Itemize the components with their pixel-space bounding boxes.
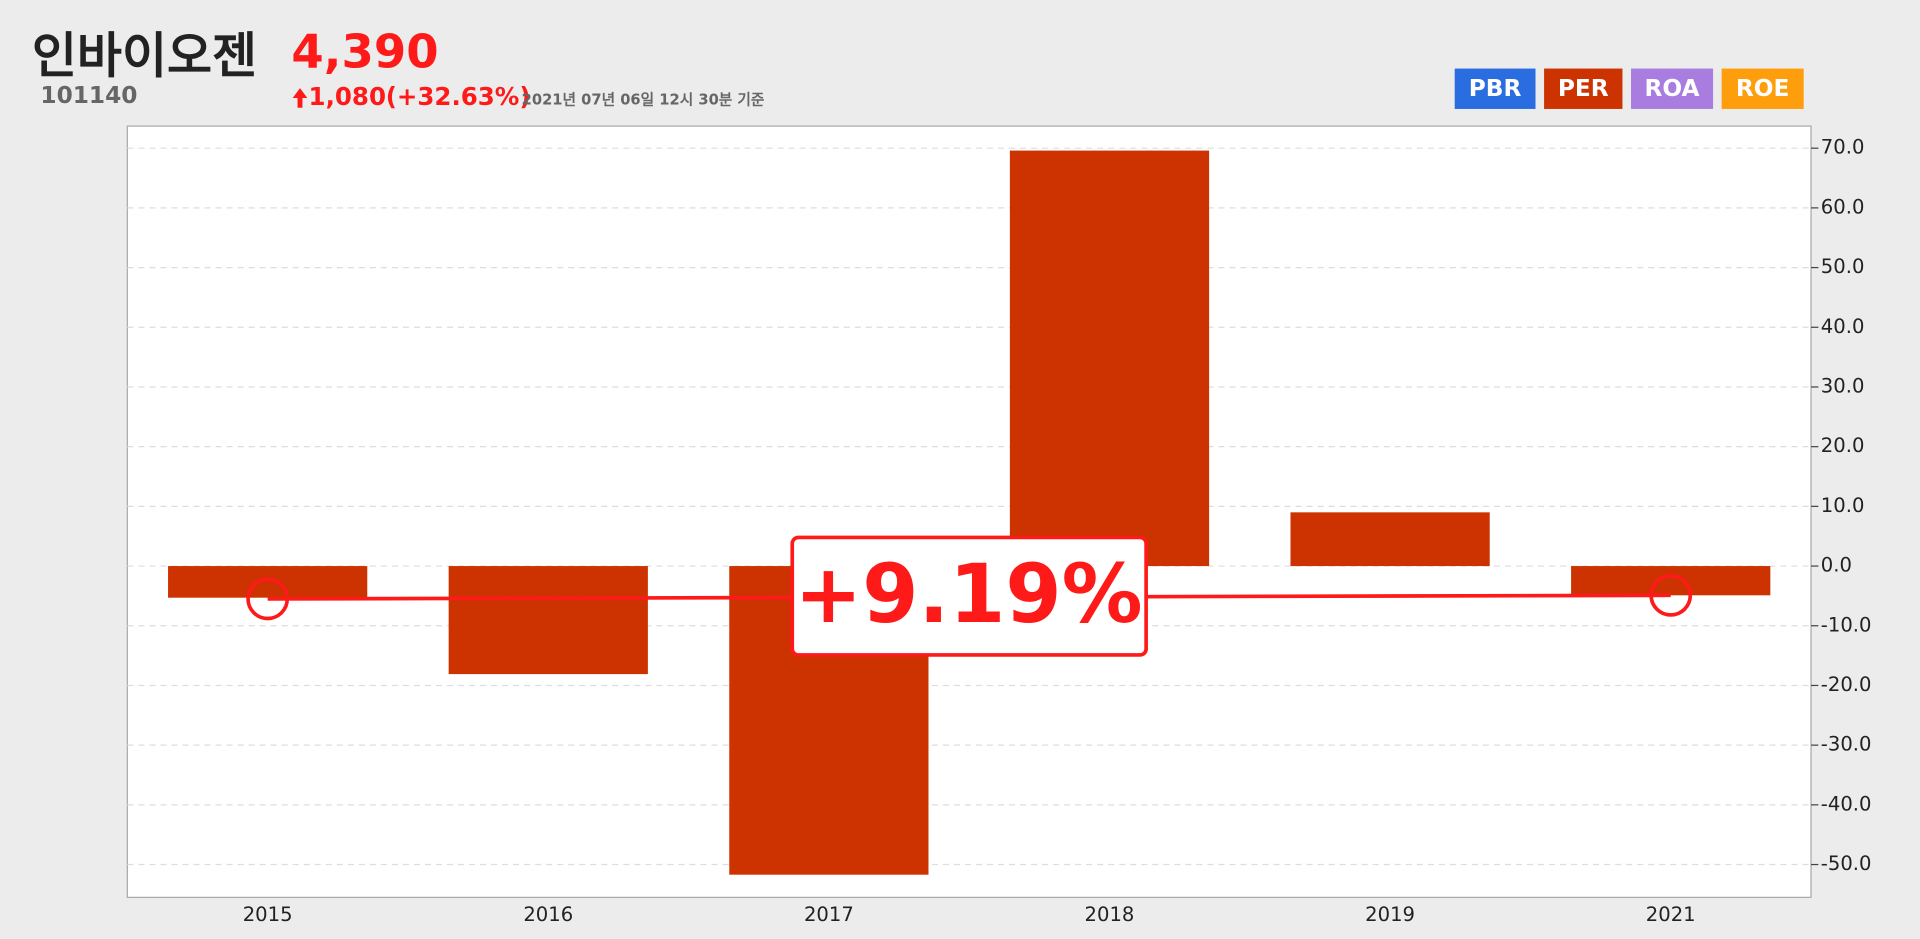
y-tick-label: 70.0	[1821, 136, 1865, 159]
y-tick-label: -40.0	[1821, 792, 1872, 815]
change-pct: (+32.63%)	[386, 82, 531, 111]
tab-button[interactable]	[1544, 68, 1623, 109]
bar	[168, 566, 368, 598]
plot-area	[126, 125, 1812, 898]
y-tick-label: 60.0	[1821, 195, 1865, 218]
trend-start	[246, 577, 290, 621]
tab-label[interactable]: ROA	[1645, 75, 1700, 102]
tab-label[interactable]: ROE	[1736, 75, 1790, 102]
price: 4,390	[291, 25, 438, 79]
tab-button[interactable]	[1631, 68, 1714, 109]
tab-label[interactable]: PER	[1558, 75, 1609, 102]
bar	[1009, 150, 1210, 567]
y-tick-label: 20.0	[1821, 434, 1865, 457]
timestamp: 2021년 07년 06일 12시 30분 기준	[522, 91, 765, 108]
bar	[1290, 512, 1490, 567]
tab-button[interactable]	[1721, 68, 1804, 109]
trend-label-box	[790, 535, 1148, 657]
y-tick-label: -30.0	[1821, 733, 1872, 756]
y-tick-label: -10.0	[1821, 613, 1872, 636]
bar	[448, 566, 648, 675]
trend-label: +9.19%	[795, 548, 1143, 642]
y-tick-label: -50.0	[1821, 852, 1872, 875]
x-tick-label: 2019	[1365, 903, 1415, 926]
up-arrow	[292, 88, 308, 108]
x-tick-label: 2015	[243, 903, 293, 926]
trend-end	[1649, 573, 1693, 617]
tab-button[interactable]	[1454, 68, 1536, 109]
y-tick-label: 10.0	[1821, 494, 1865, 517]
x-tick-label: 2017	[804, 903, 854, 926]
stock-code: 101140	[40, 82, 137, 109]
bar	[1571, 566, 1771, 596]
y-tick-label: 40.0	[1821, 315, 1865, 338]
x-tick-label: 2016	[523, 903, 573, 926]
y-tick-label: 50.0	[1821, 255, 1865, 278]
tab-label[interactable]: PBR	[1469, 75, 1522, 102]
x-tick-label: 2021	[1646, 903, 1696, 926]
stock-name: 인바이오젠	[32, 27, 257, 84]
y-tick-label: -20.0	[1821, 673, 1872, 696]
change: 1,080	[309, 82, 386, 111]
y-tick-label: 0.0	[1821, 554, 1852, 577]
x-tick-label: 2018	[1085, 903, 1135, 926]
y-tick-label: 30.0	[1821, 374, 1865, 397]
